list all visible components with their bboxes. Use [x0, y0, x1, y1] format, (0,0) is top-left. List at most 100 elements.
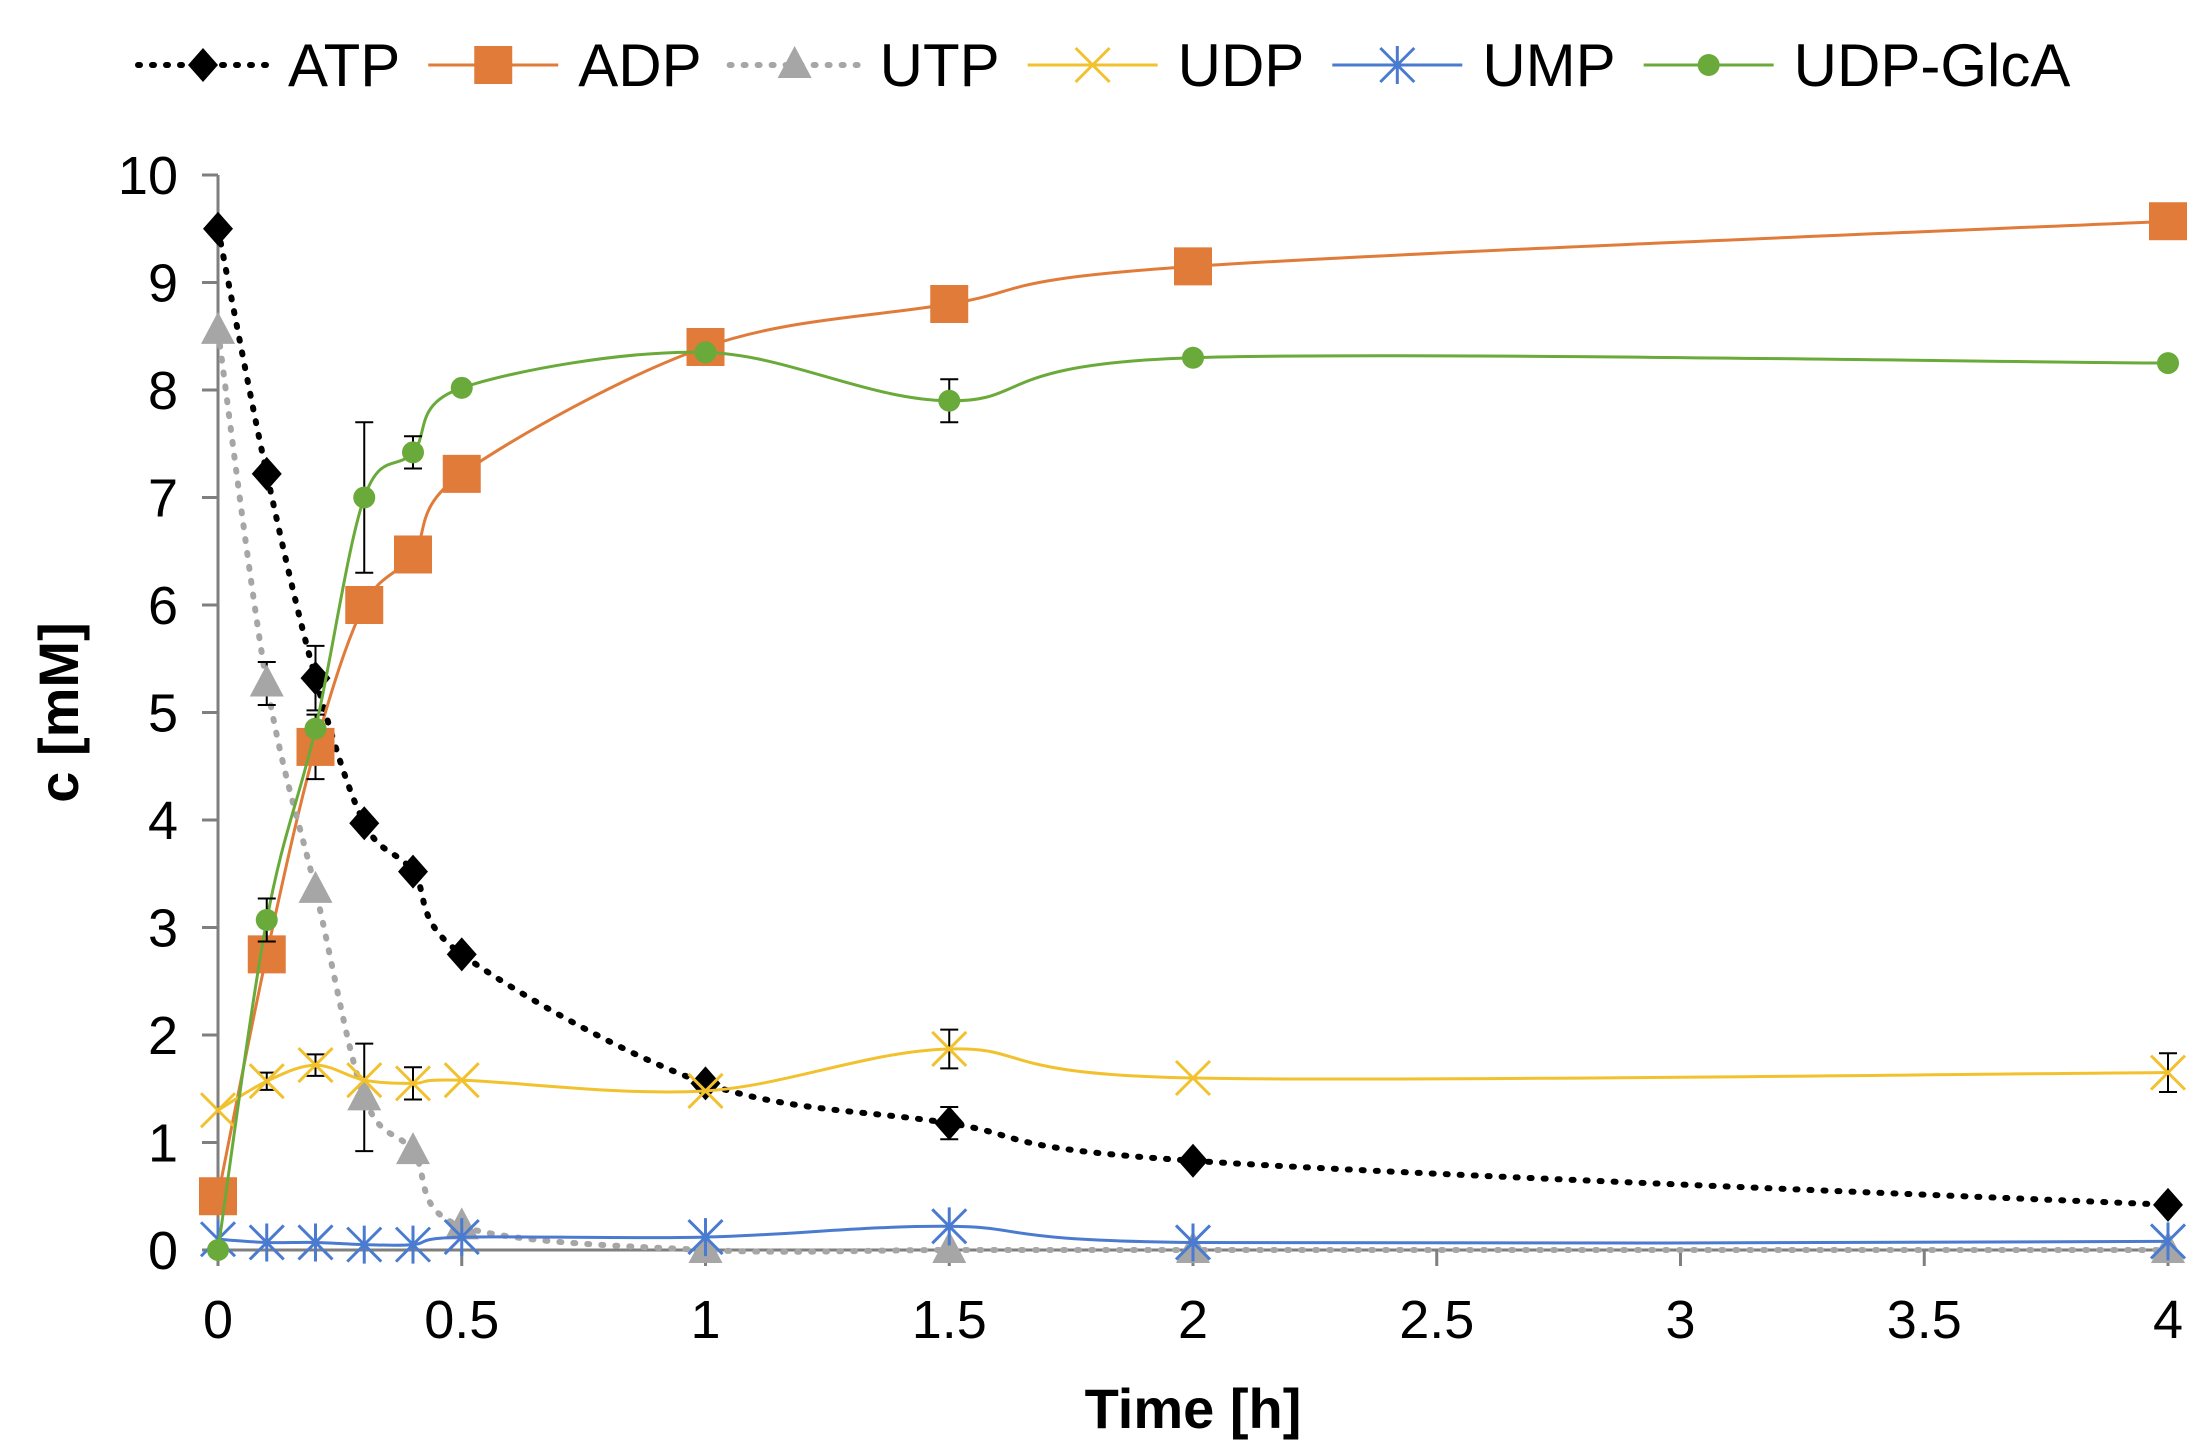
x-tick-label: 1.5 — [912, 1290, 987, 1350]
legend-item-ump: UMP — [1332, 32, 1616, 99]
data-point-udp-glca — [353, 486, 376, 509]
series-line-udp — [217, 1047, 2169, 1112]
legend-label-utp: UTP — [880, 32, 1000, 99]
data-point-atp — [251, 456, 282, 491]
data-point-ump — [248, 1223, 285, 1262]
series-udp — [199, 1028, 2187, 1129]
data-point-udp-glca — [450, 376, 473, 399]
data-point-atp — [398, 854, 428, 889]
data-point-udp — [931, 1030, 968, 1068]
data-point-atp — [203, 211, 233, 246]
data-point-ump — [346, 1225, 383, 1264]
legend-label-ump: UMP — [1482, 32, 1615, 99]
legend-item-adp: ADP — [428, 32, 702, 99]
data-point-udp-glca — [304, 717, 327, 740]
legend-label-atp: ATP — [288, 32, 400, 99]
series-udp-glca — [207, 341, 2179, 1261]
x-tick-label: 0.5 — [424, 1290, 499, 1350]
x-tick-label: 2.5 — [1399, 1290, 1474, 1350]
y-tick-label: 7 — [148, 469, 178, 529]
legend-label-udp-glca: UDP-GlcA — [1794, 32, 2071, 99]
series-atp — [203, 211, 2183, 1222]
series-line-ump — [217, 1224, 2169, 1247]
data-point-udp — [248, 1063, 285, 1100]
data-point-ump — [931, 1207, 968, 1246]
data-point-udp — [687, 1072, 724, 1109]
data-point-ump — [687, 1218, 724, 1257]
y-tick-label: 10 — [118, 146, 178, 206]
y-tick-label: 1 — [148, 1114, 178, 1174]
data-point-adp — [2149, 202, 2187, 241]
legend-marker-adp — [474, 46, 513, 84]
x-tick-label: 2 — [1178, 1290, 1208, 1350]
data-point-utp — [298, 870, 333, 903]
legend-label-udp: UDP — [1178, 32, 1305, 99]
data-point-adp — [930, 285, 969, 323]
legend-item-udp-glca: UDP-GlcA — [1643, 32, 2071, 99]
data-point-udp — [346, 1062, 383, 1099]
data-point-udp-glca — [207, 1239, 229, 1261]
series-layer — [199, 202, 2187, 1264]
series-line-utp — [215, 327, 2171, 1255]
legend-marker-udp — [1074, 46, 1111, 84]
data-point-atp — [2153, 1187, 2183, 1222]
data-point-udp — [2149, 1054, 2187, 1091]
data-point-atp — [349, 806, 380, 841]
series-ump — [199, 1207, 2187, 1264]
y-tick-label: 3 — [148, 899, 178, 959]
data-point-atp — [690, 1066, 721, 1101]
data-point-ump — [394, 1225, 432, 1264]
data-point-adp — [1174, 247, 1212, 286]
data-point-udp-glca — [1182, 346, 1204, 369]
legend: ATP ADP UTP UDP UMP UDP-GlcA — [135, 32, 2071, 99]
data-point-adp — [199, 1177, 237, 1216]
data-point-udp-glca — [938, 389, 961, 412]
legend-marker-utp — [777, 46, 812, 78]
y-tick-label: 5 — [148, 684, 178, 744]
data-point-ump — [297, 1223, 334, 1262]
data-point-ump — [443, 1218, 480, 1257]
legend-item-utp: UTP — [726, 32, 1000, 99]
data-point-utp — [249, 664, 284, 697]
data-point-ump — [1174, 1223, 1212, 1262]
data-point-atp — [1178, 1143, 1208, 1178]
x-tick-label: 4 — [2153, 1290, 2183, 1350]
axes: 0 1 2 3 4 5 6 7 8 9 10 0 0.5 1 1.5 2 2.5 3 3.5 4 — [118, 146, 2183, 1350]
data-point-udp — [443, 1062, 480, 1099]
legend-marker-ump — [1379, 46, 1416, 84]
legend-marker-udp-glca — [1697, 54, 1720, 76]
data-point-utp — [347, 1078, 382, 1111]
data-point-utp — [201, 311, 235, 344]
data-point-udp — [1174, 1059, 1212, 1097]
data-point-adp — [345, 586, 384, 624]
data-point-udp — [199, 1092, 237, 1129]
series-line-atp — [215, 225, 2171, 1208]
data-point-udp-glca — [255, 908, 278, 931]
series-line-adp — [216, 219, 2169, 1197]
legend-label-adp: ADP — [578, 32, 701, 99]
y-axis-title: c [mM] — [27, 622, 90, 802]
y-tick-label: 6 — [148, 576, 178, 636]
data-point-adp — [442, 454, 481, 493]
data-point-udp — [297, 1047, 334, 1084]
x-tick-label: 1 — [690, 1290, 720, 1350]
data-point-adp — [394, 535, 432, 574]
y-tick-label: 0 — [148, 1221, 178, 1281]
legend-item-udp: UDP — [1027, 32, 1305, 99]
data-point-ump — [2149, 1222, 2187, 1261]
data-point-atp — [934, 1106, 965, 1141]
data-point-utp — [396, 1132, 430, 1165]
y-tick-label: 9 — [148, 254, 178, 314]
data-point-udp-glca — [694, 341, 717, 364]
legend-marker-atp — [188, 48, 218, 82]
data-point-udp — [394, 1065, 432, 1102]
data-point-udp-glca — [402, 441, 424, 464]
y-tick-label: 4 — [148, 791, 178, 851]
legend-item-atp: ATP — [135, 32, 400, 99]
series-utp — [201, 311, 2185, 1263]
y-tick-label: 8 — [148, 361, 178, 421]
series-adp — [199, 202, 2187, 1216]
x-tick-label: 3.5 — [1887, 1290, 1962, 1350]
